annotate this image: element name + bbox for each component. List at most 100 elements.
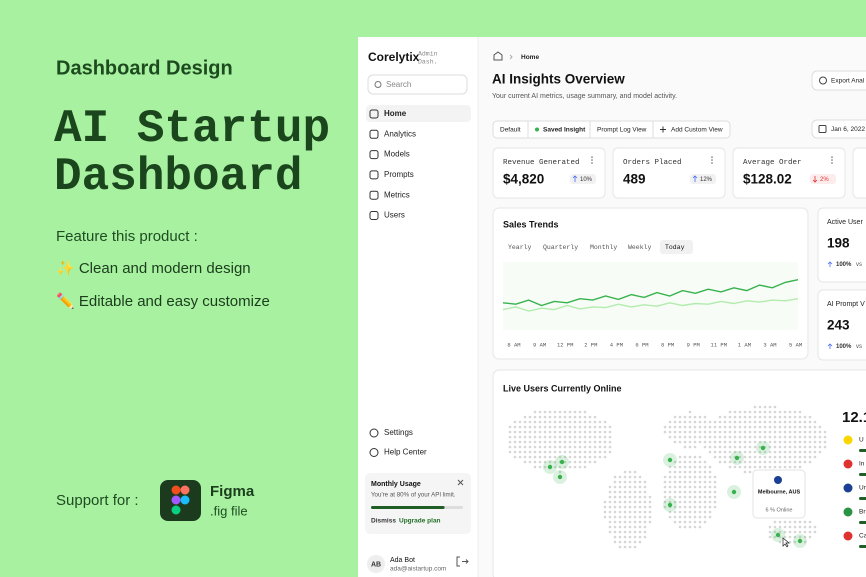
map-dot xyxy=(803,525,807,529)
map-dot xyxy=(788,540,792,544)
map-dot xyxy=(558,410,562,414)
map-dot xyxy=(548,410,552,414)
map-dot xyxy=(803,455,807,459)
map-dot xyxy=(513,430,517,434)
map-dot xyxy=(688,485,692,489)
map-dot xyxy=(803,435,807,439)
country-bar xyxy=(859,473,866,476)
map-dot xyxy=(773,460,777,464)
map-dot xyxy=(703,430,707,434)
nav-item[interactable]: Metrics xyxy=(384,190,410,199)
map-dot xyxy=(703,460,707,464)
map-dot xyxy=(793,540,797,544)
map-dot xyxy=(603,455,607,459)
map-dot xyxy=(638,490,642,494)
sales-tab[interactable]: Today xyxy=(665,244,685,251)
map-dot xyxy=(563,415,567,419)
sales-tab[interactable]: Quarterly xyxy=(543,244,578,251)
map-dot xyxy=(678,440,682,444)
nav-item[interactable]: Models xyxy=(384,150,410,159)
search-placeholder: Search xyxy=(386,80,411,89)
map-dot xyxy=(768,535,772,539)
map-dot xyxy=(683,495,687,499)
map-dot xyxy=(768,405,772,409)
tooltip-text: 6 % Online xyxy=(766,507,793,513)
map-dot xyxy=(628,510,632,514)
map-dot xyxy=(628,480,632,484)
view-tab[interactable]: Default xyxy=(500,127,521,134)
map-dot xyxy=(813,420,817,424)
map-dot xyxy=(593,460,597,464)
map-dot xyxy=(713,440,717,444)
map-dot xyxy=(553,425,557,429)
map-dot xyxy=(708,425,712,429)
map-dot xyxy=(688,510,692,514)
map-dot xyxy=(548,445,552,449)
map-dot xyxy=(643,525,647,529)
map-dot xyxy=(608,500,612,504)
map-dot xyxy=(533,430,537,434)
country-name: U xyxy=(859,437,864,444)
nav-item[interactable]: Settings xyxy=(384,428,413,437)
map-dot xyxy=(668,510,672,514)
date-picker[interactable] xyxy=(811,119,866,139)
x-tick-label: 12 PM xyxy=(557,341,574,348)
view-tab[interactable]: Add Custom View xyxy=(671,127,723,134)
nav-icon xyxy=(369,448,379,457)
sales-tab[interactable]: Yearly xyxy=(508,244,532,251)
map-dot xyxy=(698,425,702,429)
sales-tab[interactable]: Monthly xyxy=(590,244,617,251)
map-dot xyxy=(548,455,552,459)
stat-card xyxy=(732,147,846,199)
map-dot xyxy=(598,420,602,424)
nav-icon xyxy=(369,428,379,438)
map-dot xyxy=(803,440,807,444)
view-tab[interactable]: Saved Insight xyxy=(543,127,586,134)
map-dot xyxy=(723,415,727,419)
map-dot xyxy=(808,460,812,464)
map-dot xyxy=(763,405,767,409)
map-dot xyxy=(668,485,672,489)
map-dot xyxy=(548,415,552,419)
export-button[interactable] xyxy=(811,70,866,91)
map-dot xyxy=(723,440,727,444)
map-dot xyxy=(613,535,617,539)
map-dot xyxy=(668,425,672,429)
nav-item[interactable]: Analytics xyxy=(384,129,416,138)
map-dot xyxy=(538,435,542,439)
usage-action[interactable]: Dismiss xyxy=(371,518,396,525)
map-dot xyxy=(803,415,807,419)
map-dot xyxy=(798,445,802,449)
map-dot xyxy=(723,420,727,424)
nav-item[interactable]: Home xyxy=(384,109,407,118)
map-dot xyxy=(528,445,532,449)
map-dot xyxy=(753,420,757,424)
map-dot xyxy=(778,445,782,449)
usage-action[interactable]: Upgrade plan xyxy=(399,518,441,525)
logout-icon[interactable] xyxy=(456,556,469,567)
map-dot xyxy=(758,460,762,464)
map-dot xyxy=(683,505,687,509)
map-dot xyxy=(723,450,727,454)
map-dot xyxy=(683,425,687,429)
map-dot xyxy=(613,540,617,544)
sales-tab[interactable]: Weekly xyxy=(628,244,652,251)
stat-value: $128.02 xyxy=(743,172,792,187)
map-dot xyxy=(613,515,617,519)
map-dot xyxy=(608,440,612,444)
map-dot xyxy=(618,520,622,524)
map-dot xyxy=(698,475,702,479)
nav-item[interactable]: Prompts xyxy=(384,170,414,179)
hotspot xyxy=(760,445,766,451)
stat-card xyxy=(852,147,866,199)
nav-item[interactable]: Users xyxy=(384,211,405,220)
map-dot xyxy=(558,425,562,429)
close-icon[interactable] xyxy=(457,479,464,486)
map-dot xyxy=(688,515,692,519)
map-dot xyxy=(683,445,687,449)
nav-item[interactable]: Help Center xyxy=(384,448,427,457)
map-dot xyxy=(813,455,817,459)
view-tab[interactable]: Prompt Log View xyxy=(597,127,647,134)
map-dot xyxy=(558,470,562,474)
search-box[interactable] xyxy=(367,74,468,95)
